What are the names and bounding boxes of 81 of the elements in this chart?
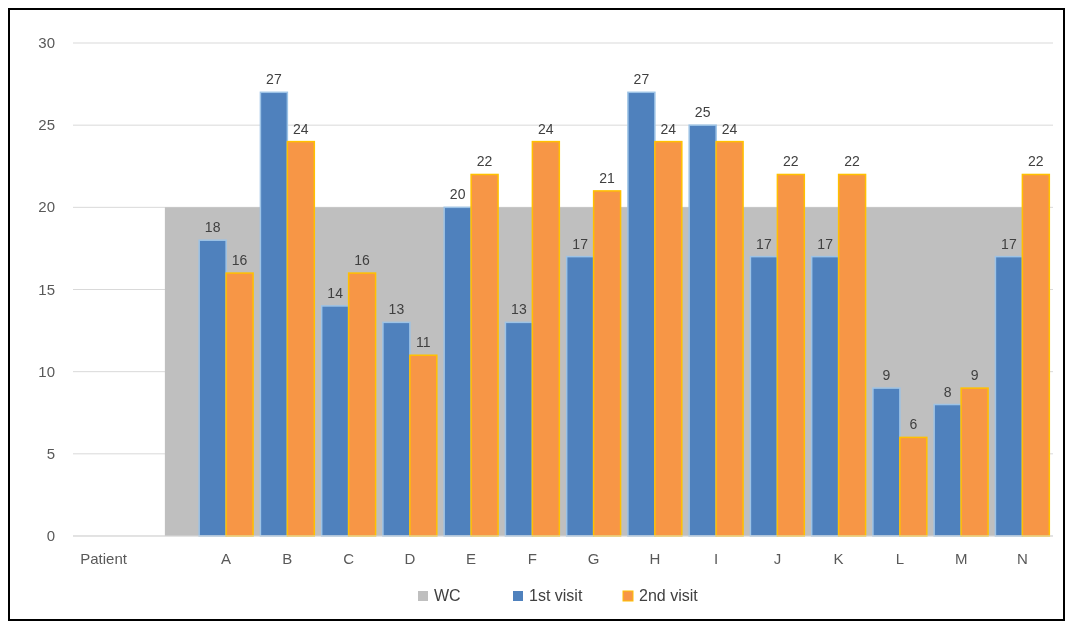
y-tick-label: 5 bbox=[46, 444, 55, 462]
x-tick-label: M bbox=[954, 550, 968, 567]
bar bbox=[688, 124, 717, 537]
bar bbox=[531, 140, 561, 537]
bar bbox=[899, 436, 928, 537]
x-tick-label: H bbox=[649, 550, 661, 567]
bar bbox=[994, 255, 1024, 537]
data-label: 17 bbox=[1001, 235, 1017, 252]
x-tick-label: A bbox=[221, 550, 232, 567]
data-label: 24 bbox=[721, 120, 738, 137]
bar bbox=[776, 173, 806, 537]
bar bbox=[837, 173, 867, 537]
data-label: 9 bbox=[970, 367, 979, 384]
data-label: 21 bbox=[599, 169, 616, 186]
y-tick-label: 30 bbox=[38, 34, 55, 51]
bar bbox=[749, 255, 779, 537]
x-tick-label: I bbox=[714, 550, 719, 567]
bar bbox=[347, 272, 377, 537]
x-tick-label: N bbox=[1016, 550, 1028, 567]
bar bbox=[225, 272, 254, 537]
x-tick-label: C bbox=[343, 550, 355, 567]
x-tick-label: E bbox=[466, 550, 477, 567]
data-label: 24 bbox=[538, 120, 554, 137]
x-tick-label: Patient bbox=[80, 550, 128, 567]
legend-label: WC bbox=[434, 587, 461, 604]
bar bbox=[382, 321, 411, 537]
x-tick-label: J bbox=[773, 550, 782, 567]
data-label: 22 bbox=[783, 153, 799, 170]
data-label: 17 bbox=[756, 235, 772, 252]
data-label: 6 bbox=[909, 416, 918, 433]
data-label: 11 bbox=[416, 334, 431, 351]
bar bbox=[320, 305, 350, 537]
bar bbox=[409, 354, 438, 537]
legend-label: 1st visit bbox=[529, 587, 583, 604]
data-label: 22 bbox=[476, 153, 493, 170]
data-label: 22 bbox=[844, 153, 861, 170]
y-tick-label: 15 bbox=[38, 280, 55, 298]
data-label: 22 bbox=[1028, 153, 1044, 170]
bar bbox=[592, 190, 622, 537]
bar bbox=[286, 140, 316, 537]
bar bbox=[470, 173, 499, 537]
y-tick-label: 25 bbox=[38, 116, 55, 134]
data-label: 25 bbox=[694, 104, 711, 121]
bar bbox=[810, 255, 840, 537]
bar bbox=[715, 140, 744, 537]
x-tick-label: B bbox=[282, 550, 293, 567]
data-label: 8 bbox=[943, 383, 952, 400]
data-label: 24 bbox=[660, 120, 677, 137]
bar bbox=[259, 91, 289, 537]
data-label: 27 bbox=[266, 71, 282, 88]
data-label: 27 bbox=[633, 71, 650, 88]
y-tick-label: 20 bbox=[38, 198, 55, 216]
bar bbox=[198, 239, 227, 537]
bar bbox=[933, 403, 962, 537]
bar bbox=[565, 255, 595, 537]
bar bbox=[443, 206, 472, 537]
data-label: 20 bbox=[449, 186, 466, 203]
bar bbox=[872, 387, 901, 537]
x-tick-label: G bbox=[587, 550, 600, 567]
legend-label: 2nd visit bbox=[639, 587, 699, 604]
data-label: 9 bbox=[882, 367, 891, 384]
data-label: 17 bbox=[572, 235, 589, 252]
y-tick-label: 10 bbox=[38, 362, 55, 380]
x-tick-label: L bbox=[895, 550, 905, 567]
x-tick-label: K bbox=[833, 550, 844, 567]
x-tick-label: F bbox=[527, 550, 537, 567]
y-tick-label: 0 bbox=[46, 527, 55, 544]
bar bbox=[960, 387, 989, 537]
data-label: 13 bbox=[388, 301, 405, 318]
data-label: 24 bbox=[293, 120, 309, 137]
bar bbox=[654, 140, 683, 537]
bar bbox=[1021, 173, 1051, 537]
data-label: 16 bbox=[231, 252, 248, 269]
data-label: 14 bbox=[327, 284, 344, 301]
x-tick-label: D bbox=[404, 550, 416, 567]
data-label: 16 bbox=[354, 252, 371, 269]
bar bbox=[627, 91, 656, 537]
bar bbox=[504, 321, 534, 537]
data-label: 17 bbox=[817, 235, 834, 252]
data-label: 18 bbox=[204, 219, 221, 236]
data-label: 13 bbox=[511, 301, 527, 318]
